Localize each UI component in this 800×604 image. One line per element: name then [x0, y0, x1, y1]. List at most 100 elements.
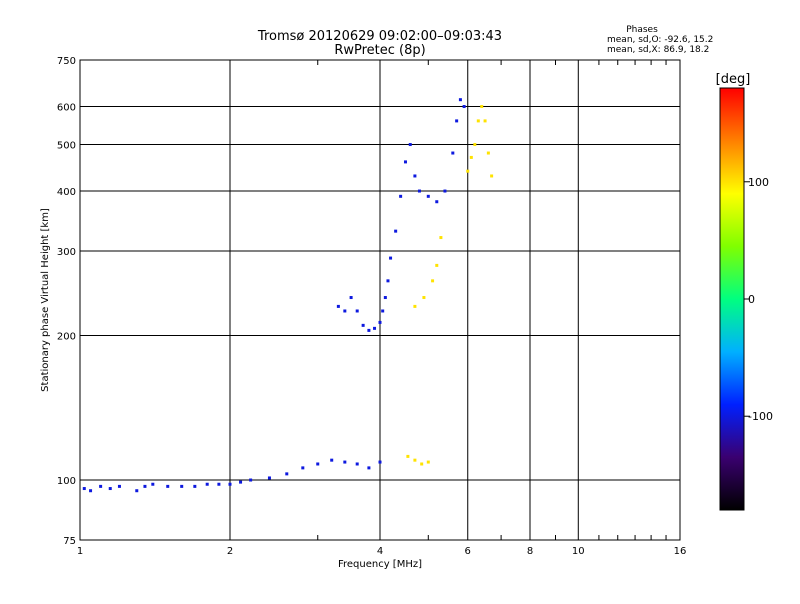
y-tick-label: 750 — [57, 56, 76, 67]
y-tick-label: 300 — [57, 247, 76, 258]
data-point — [355, 462, 359, 466]
data-point — [349, 296, 353, 300]
data-point — [361, 323, 365, 327]
data-point — [108, 487, 112, 491]
y-tick-label: 400 — [57, 187, 76, 198]
data-point — [316, 462, 320, 466]
y-tick-label: 500 — [57, 141, 76, 152]
chart-title: Tromsø 20120629 09:02:00–09:03:43 — [257, 29, 502, 44]
x-tick-label: 4 — [377, 546, 383, 557]
y-tick-label: 75 — [63, 536, 76, 547]
colorbar — [719, 87, 745, 511]
y-tick-label: 600 — [57, 103, 76, 114]
colorbar-tick-label: 100 — [748, 176, 769, 189]
data-point — [355, 309, 359, 313]
data-point — [399, 194, 403, 198]
data-point — [426, 460, 430, 464]
data-point — [378, 320, 382, 324]
data-point — [343, 309, 347, 313]
data-point — [490, 174, 494, 178]
data-point — [367, 466, 371, 470]
x-tick-label: 10 — [572, 546, 585, 557]
x-tick-label: 6 — [465, 546, 471, 557]
plot-axes: 1 2 4 6 8 10 16 75 100 200 300 400 500 600 750 — [57, 56, 686, 557]
data-point — [426, 194, 430, 198]
data-point — [193, 484, 197, 488]
data-point — [486, 151, 490, 155]
data-point — [406, 454, 410, 458]
data-point — [135, 489, 139, 493]
data-point — [413, 174, 417, 178]
data-point — [151, 482, 155, 486]
data-point — [476, 119, 480, 123]
data-point — [378, 460, 382, 464]
data-point — [336, 304, 340, 308]
data-point — [462, 105, 466, 109]
data-point — [89, 489, 93, 493]
x-axis-label: Frequency [MHz] — [338, 559, 422, 570]
stats-heading: Phases — [626, 25, 658, 35]
stats-line-o: mean, sd,O: -92.6, 15.2 — [607, 35, 713, 45]
data-point — [431, 279, 435, 283]
data-point — [343, 460, 347, 464]
data-point — [480, 105, 484, 109]
data-points — [82, 98, 494, 493]
data-point — [443, 189, 447, 193]
y-axis-label: Stationary phase Virtual Height [km] — [40, 208, 51, 392]
data-point — [439, 236, 443, 240]
data-point — [466, 169, 470, 173]
data-point — [403, 160, 407, 164]
data-point — [383, 296, 387, 300]
data-point — [451, 151, 455, 155]
x-tick-label: 1 — [77, 546, 83, 557]
data-point — [228, 482, 232, 486]
data-point — [417, 189, 421, 193]
data-point — [473, 143, 477, 147]
y-tick-label: 100 — [57, 476, 76, 487]
data-point — [389, 256, 393, 260]
data-point — [249, 478, 253, 482]
plot-frame — [79, 59, 681, 541]
data-point — [99, 484, 103, 488]
chart-subtitle: RwPretec (8p) — [334, 43, 425, 58]
stats-line-x: mean, sd,X: 86.9, 18.2 — [607, 45, 709, 55]
x-tick-label: 8 — [527, 546, 533, 557]
y-tick-label: 200 — [57, 332, 76, 343]
colorbar-label: [deg] — [716, 72, 751, 87]
data-point — [239, 480, 243, 484]
data-point — [413, 458, 417, 462]
data-point — [285, 472, 289, 476]
data-point — [373, 326, 377, 330]
x-tick-label: 2 — [227, 546, 233, 557]
data-point — [386, 279, 390, 283]
colorbar-tick-label: 0 — [748, 293, 755, 306]
data-point — [381, 309, 385, 313]
data-point — [422, 296, 426, 300]
data-point — [117, 484, 121, 488]
data-point — [330, 458, 334, 462]
data-point — [435, 200, 439, 204]
plot-grid — [80, 60, 680, 540]
data-point — [166, 484, 170, 488]
data-point — [82, 487, 86, 491]
data-point — [301, 466, 305, 470]
data-point — [217, 482, 221, 486]
data-point — [205, 482, 209, 486]
colorbar-ticks: -100 0 100 — [744, 176, 773, 423]
x-tick-label: 16 — [674, 546, 687, 557]
colorbar-tick-label: -100 — [748, 410, 773, 423]
data-point — [469, 155, 473, 159]
data-point — [413, 304, 417, 308]
data-point — [420, 462, 424, 466]
data-point — [458, 98, 462, 102]
data-point — [367, 328, 371, 332]
data-point — [408, 143, 412, 147]
data-point — [143, 484, 147, 488]
data-point — [394, 229, 398, 233]
data-point — [180, 484, 184, 488]
data-point — [435, 263, 439, 267]
data-point — [483, 119, 487, 123]
data-point — [455, 119, 459, 123]
